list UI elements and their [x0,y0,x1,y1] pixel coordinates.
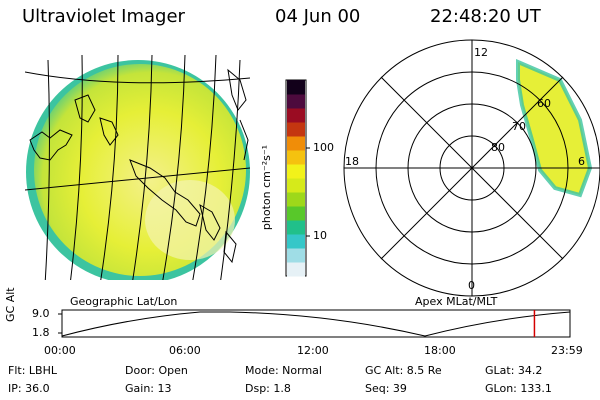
colorbar-tick-10: 10 [313,229,327,242]
colorbar [285,79,310,277]
timeline-x-label-0600: 06:00 [169,344,201,357]
app-title: Ultraviolet Imager [22,6,185,27]
colorbar-segment [287,178,305,193]
info-gain: Gain: 13 [125,382,172,395]
colorbar-segment [287,248,305,263]
timeline-ticks [58,313,62,334]
lat-label-80: 80 [491,141,505,154]
colorbar-segment [287,164,305,179]
polar-aurora [518,62,590,195]
colorbar-segment [287,94,305,109]
colorbar-segment [287,150,305,165]
altitude-curve [61,311,571,337]
mlt-label-0: 0 [468,279,475,292]
lat-label-70: 70 [512,120,526,133]
meridian-lines [44,55,241,280]
time-label: 22:48:20 UT [430,6,541,27]
geographic-map [25,55,250,280]
coastlines [29,68,249,264]
colorbar-segment [287,80,305,95]
colorbar-segment [287,262,305,277]
info-mode: Mode: Normal [245,364,322,377]
timeline-axis-label: GC Alt [4,287,17,322]
timeline-frame [61,309,571,338]
timeline-x-label-1800: 18:00 [424,344,456,357]
polar-plot [343,39,600,297]
colorbar-segment [287,108,305,123]
colorbar-segment [287,122,305,137]
info-flt: Flt: LBHL [8,364,57,377]
info-ip: IP: 36.0 [8,382,50,395]
right-panel-label: Apex MLat/MLT [415,295,498,308]
timeline-x-label-1200: 12:00 [297,344,329,357]
info-glat: GLat: 34.2 [485,364,543,377]
info-seq: Seq: 39 [365,382,407,395]
colorbar-tick-100: 100 [313,141,334,154]
mlt-label-18: 18 [345,155,359,168]
colorbar-segment [287,220,305,235]
date-label: 04 Jun 00 [275,6,361,27]
info-glon: GLon: 133.1 [485,382,552,395]
colorbar-segment [287,136,305,151]
timeline-y-top: 9.0 [32,307,50,320]
timeline-x-label-0000: 00:00 [44,344,76,357]
info-dsp: Dsp: 1.8 [245,382,291,395]
polar-grid [343,39,600,297]
colorbar-segment [287,234,305,249]
info-door: Door: Open [125,364,188,377]
mlt-label-12: 12 [474,46,488,59]
parallel-lines [25,71,250,191]
mlt-label-6: 6 [578,155,585,168]
timeline-x-label-2359: 23:59 [551,344,583,357]
left-panel-label: Geographic Lat/Lon [70,295,178,308]
lat-label-60: 60 [537,97,551,110]
timeline-y-bottom: 1.8 [32,326,50,339]
colorbar-segment [287,192,305,207]
info-gcalt: GC Alt: 8.5 Re [365,364,442,377]
colorbar-unit-label: photon cm⁻²s⁻¹ [260,144,274,231]
colorbar-segment [287,206,305,221]
timeline-plot [58,309,571,338]
